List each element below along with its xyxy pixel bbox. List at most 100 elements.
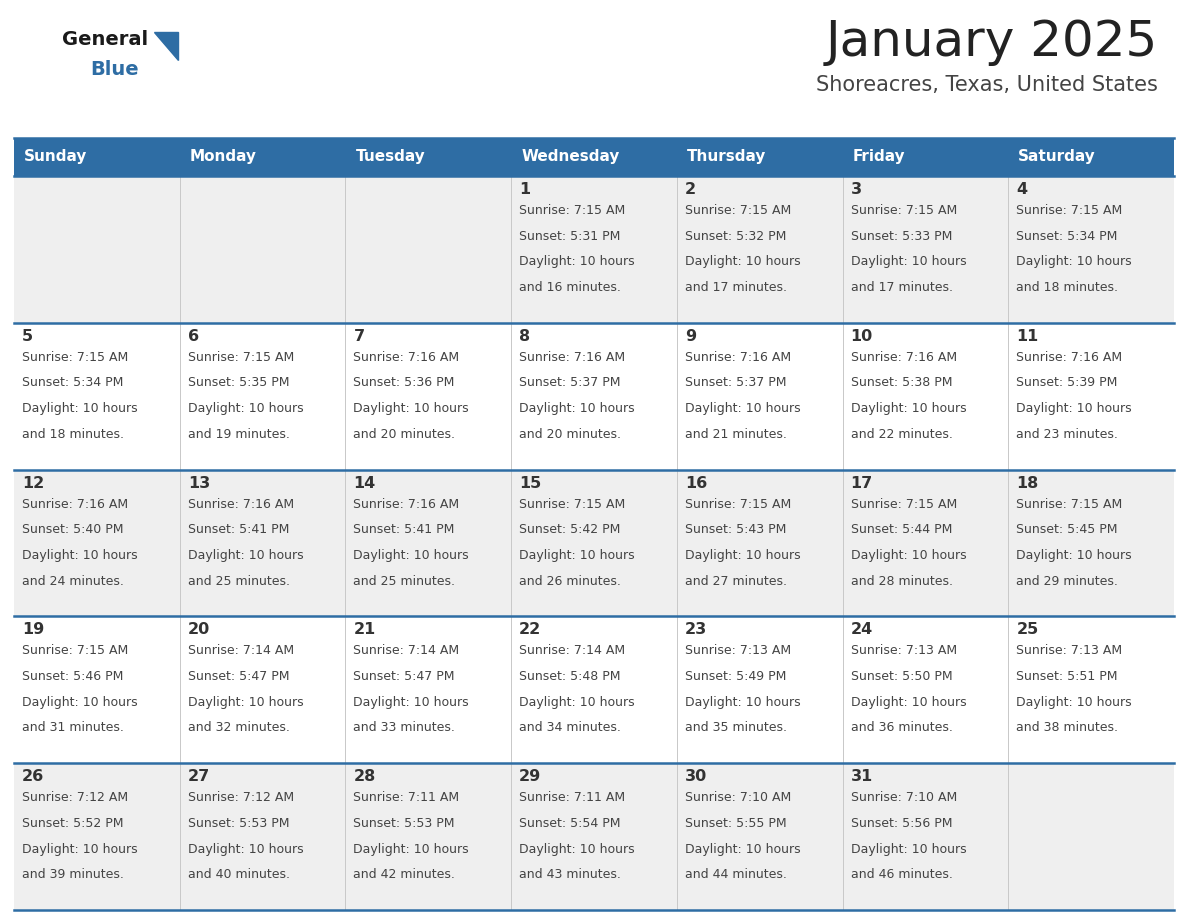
Text: 29: 29: [519, 769, 542, 784]
Text: Sunrise: 7:15 AM: Sunrise: 7:15 AM: [684, 498, 791, 510]
Text: and 20 minutes.: and 20 minutes.: [519, 428, 621, 441]
Bar: [14, 323, 1174, 470]
Text: Sunset: 5:51 PM: Sunset: 5:51 PM: [1016, 670, 1118, 683]
Text: Daylight: 10 hours: Daylight: 10 hours: [851, 549, 966, 562]
Text: 14: 14: [353, 476, 375, 490]
Text: Daylight: 10 hours: Daylight: 10 hours: [1016, 402, 1132, 415]
Text: Sunset: 5:31 PM: Sunset: 5:31 PM: [519, 230, 620, 242]
Text: Sunset: 5:36 PM: Sunset: 5:36 PM: [353, 376, 455, 389]
Text: and 40 minutes.: and 40 minutes.: [188, 868, 290, 881]
Text: and 25 minutes.: and 25 minutes.: [353, 575, 455, 588]
Text: 8: 8: [519, 329, 530, 344]
Text: Sunrise: 7:15 AM: Sunrise: 7:15 AM: [188, 351, 293, 364]
Text: Sunset: 5:53 PM: Sunset: 5:53 PM: [353, 817, 455, 830]
Text: Sunrise: 7:15 AM: Sunrise: 7:15 AM: [1016, 498, 1123, 510]
Text: Sunrise: 7:16 AM: Sunrise: 7:16 AM: [353, 498, 460, 510]
Text: Sunrise: 7:12 AM: Sunrise: 7:12 AM: [23, 791, 128, 804]
Text: Daylight: 10 hours: Daylight: 10 hours: [519, 549, 634, 562]
Text: Daylight: 10 hours: Daylight: 10 hours: [519, 843, 634, 856]
Text: 20: 20: [188, 622, 210, 637]
Text: Sunset: 5:54 PM: Sunset: 5:54 PM: [519, 817, 620, 830]
Text: Sunrise: 7:16 AM: Sunrise: 7:16 AM: [353, 351, 460, 364]
Bar: [14, 470, 1174, 616]
Text: Sunrise: 7:15 AM: Sunrise: 7:15 AM: [684, 204, 791, 217]
Text: Daylight: 10 hours: Daylight: 10 hours: [23, 843, 138, 856]
Text: 23: 23: [684, 622, 707, 637]
Text: 12: 12: [23, 476, 44, 490]
Text: Sunset: 5:35 PM: Sunset: 5:35 PM: [188, 376, 289, 389]
Text: 27: 27: [188, 769, 210, 784]
Text: and 27 minutes.: and 27 minutes.: [684, 575, 786, 588]
Text: Daylight: 10 hours: Daylight: 10 hours: [851, 402, 966, 415]
Text: Sunrise: 7:13 AM: Sunrise: 7:13 AM: [684, 644, 791, 657]
Text: and 20 minutes.: and 20 minutes.: [353, 428, 455, 441]
Text: 24: 24: [851, 622, 873, 637]
Text: Sunset: 5:49 PM: Sunset: 5:49 PM: [684, 670, 786, 683]
Text: Blue: Blue: [90, 60, 139, 79]
Text: Sunrise: 7:11 AM: Sunrise: 7:11 AM: [519, 791, 625, 804]
Text: and 24 minutes.: and 24 minutes.: [23, 575, 124, 588]
Text: Sunrise: 7:10 AM: Sunrise: 7:10 AM: [684, 791, 791, 804]
Text: and 16 minutes.: and 16 minutes.: [519, 281, 621, 294]
Text: Sunset: 5:52 PM: Sunset: 5:52 PM: [23, 817, 124, 830]
Text: 19: 19: [23, 622, 44, 637]
Text: Thursday: Thursday: [687, 150, 766, 164]
Text: Daylight: 10 hours: Daylight: 10 hours: [188, 549, 303, 562]
Text: 4: 4: [1016, 182, 1028, 197]
Text: Sunrise: 7:16 AM: Sunrise: 7:16 AM: [851, 351, 956, 364]
Text: Daylight: 10 hours: Daylight: 10 hours: [23, 696, 138, 709]
Text: Friday: Friday: [853, 150, 905, 164]
Text: 3: 3: [851, 182, 861, 197]
Text: Daylight: 10 hours: Daylight: 10 hours: [188, 402, 303, 415]
Text: and 34 minutes.: and 34 minutes.: [519, 722, 621, 734]
Text: 6: 6: [188, 329, 198, 344]
Text: Shoreacres, Texas, United States: Shoreacres, Texas, United States: [816, 75, 1158, 95]
Text: Sunset: 5:47 PM: Sunset: 5:47 PM: [353, 670, 455, 683]
Text: 7: 7: [353, 329, 365, 344]
Text: Wednesday: Wednesday: [522, 150, 619, 164]
Text: and 35 minutes.: and 35 minutes.: [684, 722, 786, 734]
Text: and 32 minutes.: and 32 minutes.: [188, 722, 290, 734]
Text: Sunset: 5:37 PM: Sunset: 5:37 PM: [519, 376, 620, 389]
Text: Sunset: 5:37 PM: Sunset: 5:37 PM: [684, 376, 786, 389]
Text: 10: 10: [851, 329, 873, 344]
Text: and 25 minutes.: and 25 minutes.: [188, 575, 290, 588]
Text: Sunrise: 7:14 AM: Sunrise: 7:14 AM: [353, 644, 460, 657]
Text: Daylight: 10 hours: Daylight: 10 hours: [519, 255, 634, 268]
Text: 1: 1: [519, 182, 530, 197]
Text: Sunset: 5:56 PM: Sunset: 5:56 PM: [851, 817, 952, 830]
Text: Daylight: 10 hours: Daylight: 10 hours: [684, 696, 801, 709]
Text: Sunrise: 7:16 AM: Sunrise: 7:16 AM: [23, 498, 128, 510]
Text: Sunrise: 7:15 AM: Sunrise: 7:15 AM: [851, 204, 956, 217]
Text: Sunrise: 7:16 AM: Sunrise: 7:16 AM: [1016, 351, 1123, 364]
Text: Sunrise: 7:15 AM: Sunrise: 7:15 AM: [519, 498, 625, 510]
Text: Sunset: 5:34 PM: Sunset: 5:34 PM: [1016, 230, 1118, 242]
Text: 22: 22: [519, 622, 542, 637]
Text: 5: 5: [23, 329, 33, 344]
Text: 30: 30: [684, 769, 707, 784]
Text: Sunrise: 7:16 AM: Sunrise: 7:16 AM: [519, 351, 625, 364]
Text: 2: 2: [684, 182, 696, 197]
Text: Sunset: 5:34 PM: Sunset: 5:34 PM: [23, 376, 124, 389]
Text: Daylight: 10 hours: Daylight: 10 hours: [1016, 549, 1132, 562]
Text: Sunset: 5:39 PM: Sunset: 5:39 PM: [1016, 376, 1118, 389]
Text: and 39 minutes.: and 39 minutes.: [23, 868, 124, 881]
Text: Daylight: 10 hours: Daylight: 10 hours: [519, 402, 634, 415]
Polygon shape: [154, 32, 178, 60]
Text: January 2025: January 2025: [826, 18, 1158, 66]
Text: Sunset: 5:55 PM: Sunset: 5:55 PM: [684, 817, 786, 830]
Text: General: General: [62, 30, 148, 49]
Text: and 17 minutes.: and 17 minutes.: [851, 281, 953, 294]
Text: 31: 31: [851, 769, 873, 784]
Text: Sunset: 5:53 PM: Sunset: 5:53 PM: [188, 817, 289, 830]
Text: and 19 minutes.: and 19 minutes.: [188, 428, 290, 441]
Text: and 22 minutes.: and 22 minutes.: [851, 428, 953, 441]
Text: and 31 minutes.: and 31 minutes.: [23, 722, 124, 734]
Text: and 43 minutes.: and 43 minutes.: [519, 868, 621, 881]
Text: Daylight: 10 hours: Daylight: 10 hours: [684, 549, 801, 562]
Text: and 17 minutes.: and 17 minutes.: [684, 281, 786, 294]
Text: Daylight: 10 hours: Daylight: 10 hours: [851, 696, 966, 709]
Text: and 23 minutes.: and 23 minutes.: [1016, 428, 1118, 441]
Text: Sunset: 5:48 PM: Sunset: 5:48 PM: [519, 670, 620, 683]
Text: 18: 18: [1016, 476, 1038, 490]
